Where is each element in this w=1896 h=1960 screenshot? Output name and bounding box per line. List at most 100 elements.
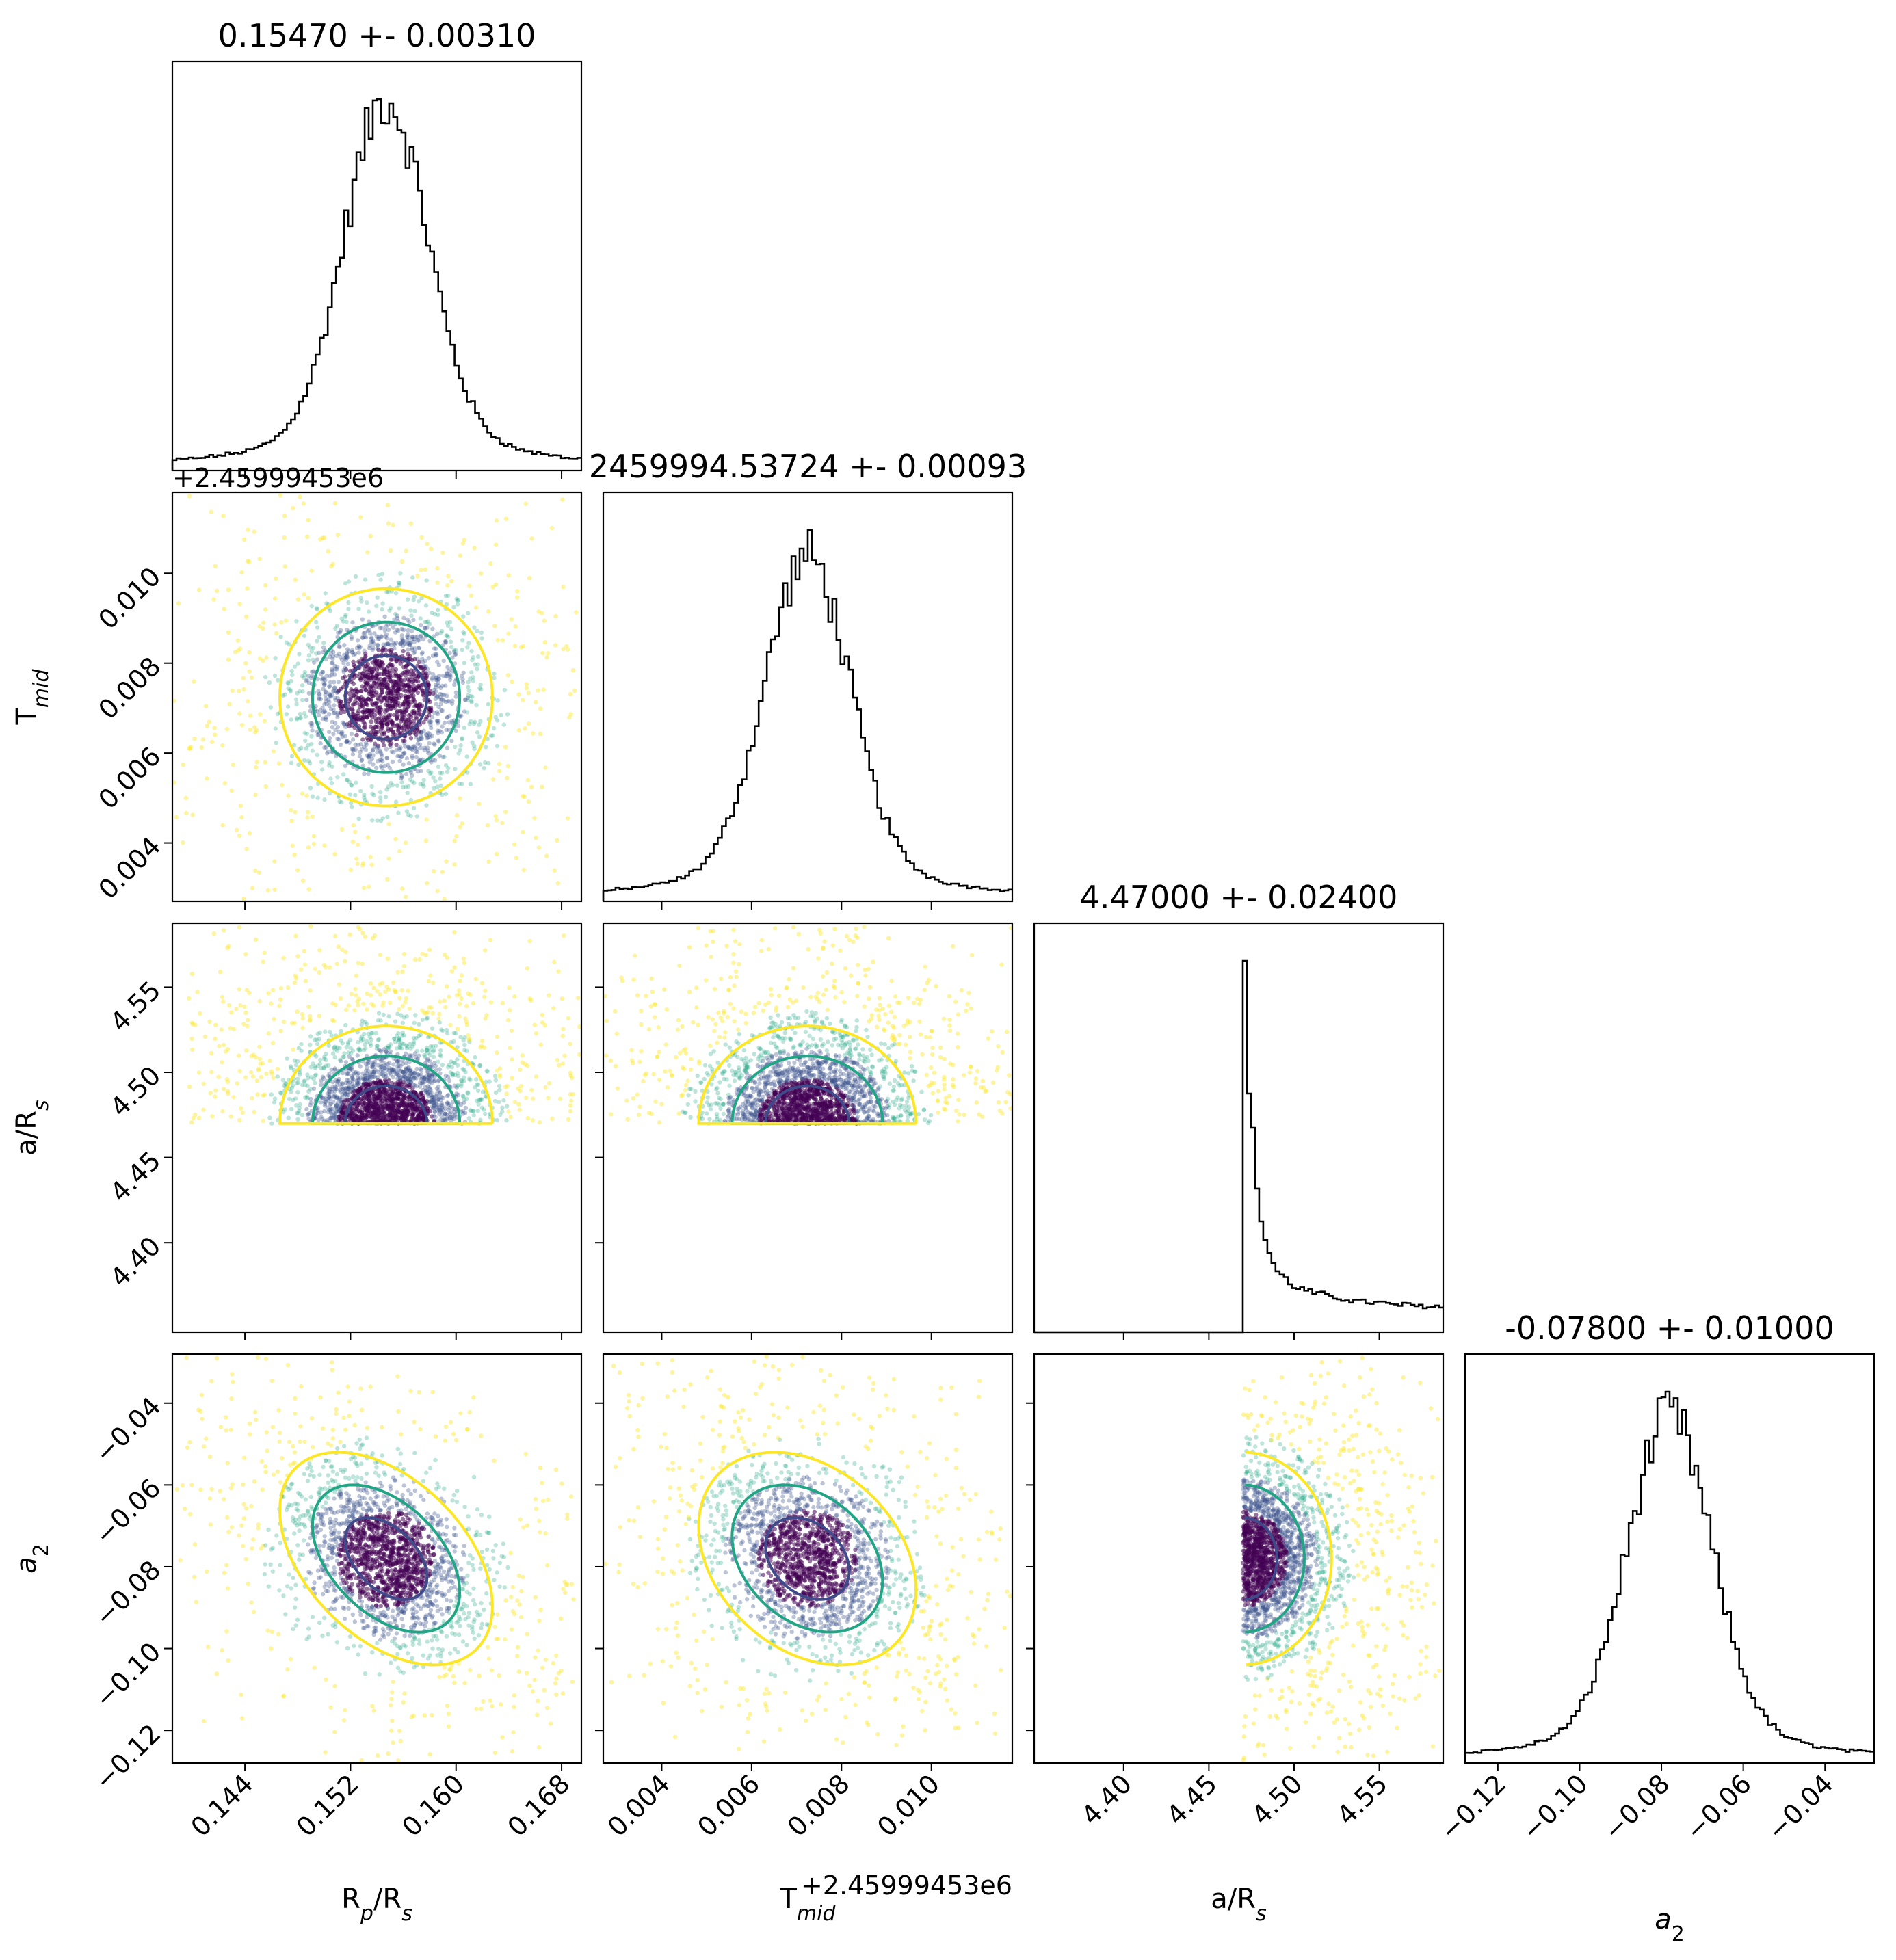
scatter-point [457,781,462,786]
scatter-point [244,847,249,851]
scatter-point [473,662,477,667]
scatter-point [386,1112,391,1117]
scatter-point [237,925,241,930]
scatter-point [474,702,479,708]
scatter-point [423,732,429,737]
hist-panel-ars: 4.47000 +- 0.02400 [1033,879,1445,1334]
scatter-point [361,1048,367,1053]
scatter-point [401,615,406,620]
scatter-point [495,638,500,643]
scatter-point [474,1077,479,1082]
scatter-point [330,689,336,693]
scatter-point [272,622,277,627]
scatter-point [391,522,395,527]
scatter-point [300,683,305,688]
scatter-point [372,744,378,749]
scatter-point [401,762,406,767]
scatter-point [278,986,284,991]
scatter-point [379,752,384,756]
scatter-point [314,606,319,611]
scatter-point [369,756,374,762]
scatter-point [387,1089,392,1094]
scatter-point [455,1027,460,1031]
scatter-point [725,1115,730,1120]
scatter-point [437,753,442,758]
scatter-point [313,1072,319,1077]
scatter-point [452,838,457,843]
scatter-point [335,775,340,780]
scatter-point [435,566,440,571]
scatter-point [508,1115,513,1120]
scatter-point [570,667,576,673]
scatter-point [332,1055,337,1060]
scatter-point [475,1088,481,1094]
scatter-point [723,1042,728,1047]
scatter-point [451,1060,456,1065]
scatter-point [518,645,524,650]
scatter-point [341,721,347,726]
scatter-point [278,635,283,639]
scatter-point [409,1117,414,1122]
scatter-point [300,1025,305,1031]
scatter-point [743,1011,748,1016]
scatter-point [311,834,317,839]
scatter-point [308,676,314,680]
scatter-point [374,765,379,771]
scatter-point [404,708,409,713]
scatter-point [200,737,206,742]
scatter-point [350,650,355,655]
scatter-point [967,1070,973,1075]
scatter-point [363,664,369,669]
scatter-point [530,1096,536,1101]
scatter-point [461,614,466,619]
scatter-point [380,662,386,667]
scatter-point [358,596,363,600]
scatter-point [374,603,379,608]
scatter-point [540,650,545,656]
scatter-point [276,761,282,766]
scatter-point [445,745,450,750]
scatter-point [384,747,389,752]
scatter-point [411,1035,417,1041]
scatter-point [314,1054,319,1059]
scatter-point [295,1111,300,1115]
scatter-point [342,1051,347,1056]
scatter-point [393,1019,398,1024]
scatter-point [470,657,475,663]
scatter-point [509,1028,514,1033]
scatter-point [462,709,467,714]
scatter-point [347,1054,352,1059]
scatter-point [574,610,579,615]
scatter-point [298,712,303,717]
scatter-point [717,1035,722,1040]
scatter-point [419,1091,424,1096]
scatter-point [321,710,326,715]
scatter-point [363,1078,368,1083]
scatter-point [380,981,385,985]
scatter-point [711,939,715,944]
scatter-point [424,803,429,808]
scatter-point [209,509,214,515]
scatter-point [506,1109,511,1114]
scatter-point [368,1110,373,1115]
scatter-point [227,702,232,706]
scatter-point [250,1074,256,1079]
scatter-point [368,993,373,998]
scatter-point [302,633,307,638]
scatter-point [466,680,471,685]
scatter-point [411,687,417,693]
scatter-point [416,638,421,643]
scatter-point [318,1057,323,1063]
scatter-point [402,1117,407,1123]
scatter-point [336,944,341,949]
scatter-point [397,1007,401,1012]
scatter-point [478,719,483,724]
hist-panel-a2: -0.07800 +- 0.01000 [1464,1310,1875,1764]
scatter-point [397,641,403,646]
scatter-point [558,1096,563,1102]
scatter-point [372,631,377,636]
scatter-point [335,533,341,538]
scatter-point [310,674,315,678]
scatter-point [323,965,328,970]
scatter-point [469,1109,474,1113]
